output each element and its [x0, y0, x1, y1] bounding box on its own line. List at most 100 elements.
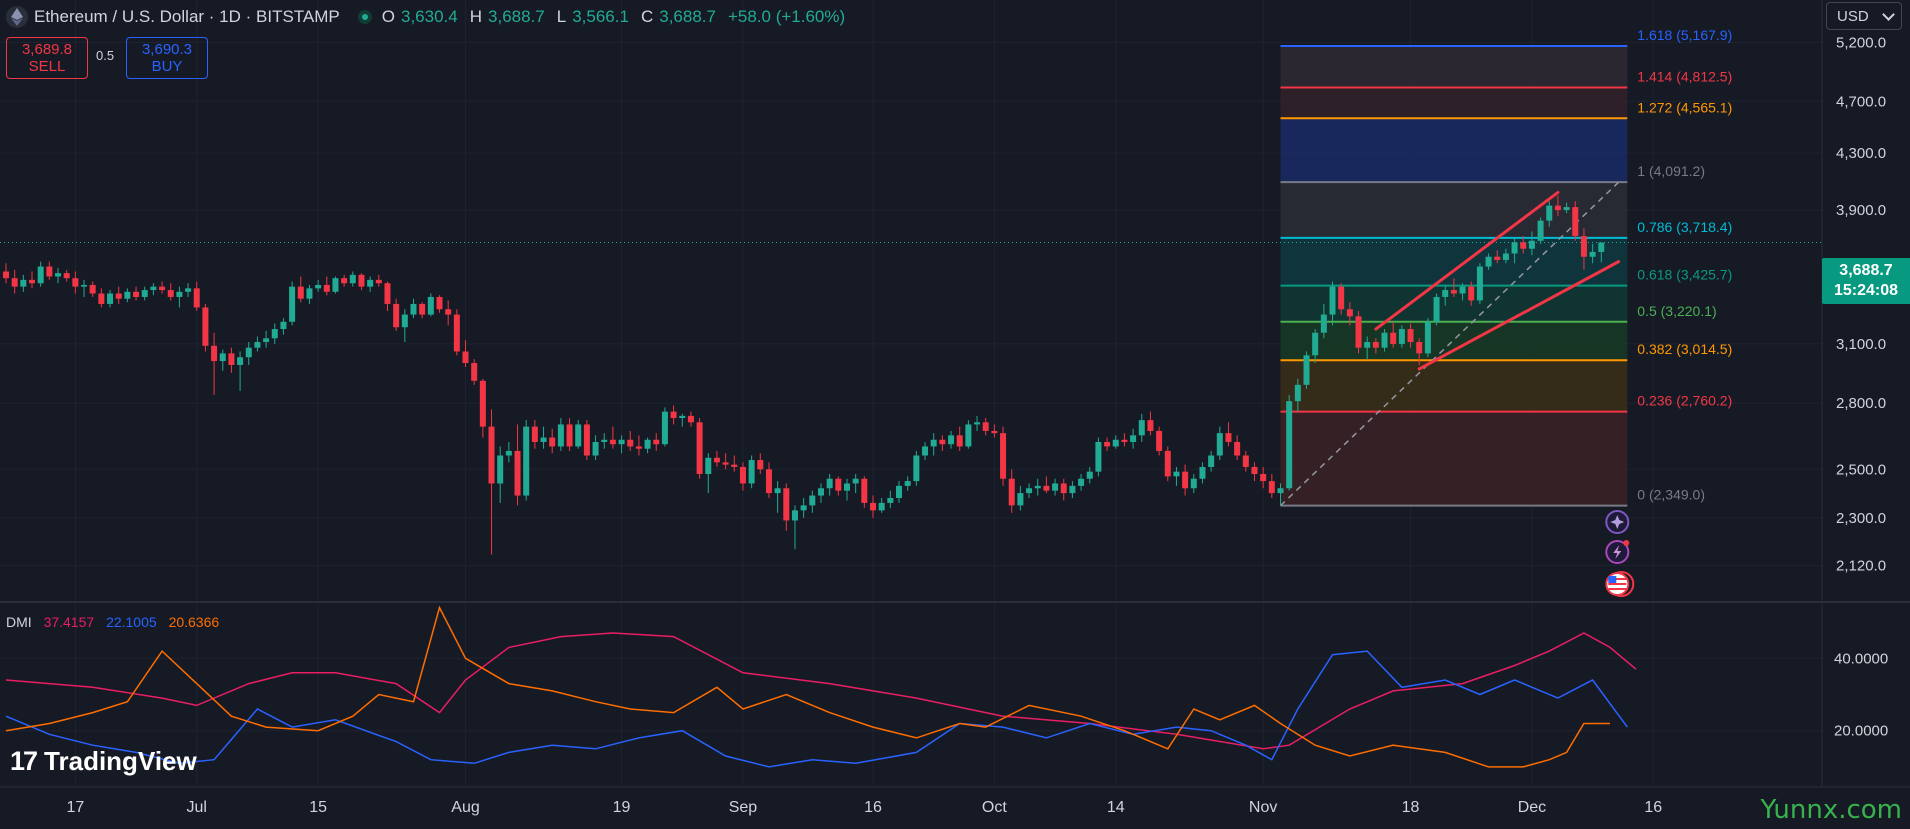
candle-body: [29, 279, 36, 284]
candle-body: [37, 266, 44, 284]
price-axis-label: 2,500.0: [1836, 461, 1886, 478]
fib-level-label: 0 (2,349.0): [1637, 487, 1705, 503]
sell-label: SELL: [28, 58, 66, 75]
close-value: 3,688.7: [659, 7, 716, 26]
candle-body: [722, 462, 729, 465]
time-axis-label: Nov: [1249, 799, 1277, 816]
candle-body: [471, 363, 478, 381]
fib-retracement: 1.618 (5,167.9) 1.414 (4,812.5) 1.272 (4,5…: [1280, 27, 1732, 507]
symbol-title[interactable]: Ethereum / U.S. Dollar · 1D · BITSTAMP: [34, 7, 340, 26]
candle-body: [375, 279, 382, 284]
candle-body: [913, 455, 920, 482]
candle-body: [159, 286, 166, 291]
candle-body: [1294, 384, 1301, 402]
fib-level-label: 0.382 (3,014.5): [1637, 341, 1732, 357]
symbol-legend: Ethereum / U.S. Dollar · 1D · BITSTAMP O…: [6, 4, 851, 30]
tradingview-logo[interactable]: 17 TradingView: [10, 746, 197, 777]
candle-body: [843, 483, 850, 491]
dmi-series-adx: [5, 632, 1637, 750]
candle-body: [1190, 478, 1197, 489]
candle-body: [11, 278, 18, 287]
fib-level-label: 1.618 (5,167.9): [1637, 27, 1732, 43]
price-axis-label: 2,120.0: [1836, 557, 1886, 574]
candle-body: [956, 435, 963, 447]
candle-body: [523, 426, 530, 496]
candle-body: [488, 426, 495, 484]
bar-countdown: 15:24:08: [1833, 282, 1899, 299]
sell-button[interactable]: 3,689.8 SELL: [6, 37, 88, 79]
candle-body: [1078, 478, 1085, 486]
candles: [3, 195, 1605, 555]
candle-body: [1268, 481, 1275, 494]
candle-body: [748, 460, 755, 484]
candle-body: [809, 495, 816, 506]
time-axis-label: 17: [66, 799, 84, 816]
dmi-axis-label: 20.0000: [1834, 723, 1888, 740]
candle-body: [323, 284, 330, 292]
candle-body: [133, 291, 140, 297]
candle-body: [739, 466, 746, 484]
candle-body: [1511, 242, 1518, 254]
buy-label: BUY: [151, 58, 183, 75]
candle-body: [315, 284, 322, 289]
candle-body: [713, 457, 720, 463]
candle-body: [55, 273, 62, 277]
candle-body: [1329, 286, 1336, 315]
candle-body: [783, 488, 790, 521]
candle-body: [1381, 332, 1388, 348]
candle-body: [1537, 220, 1544, 241]
channel-upper-line: [1374, 190, 1560, 331]
currency-select[interactable]: USD: [1826, 2, 1902, 30]
candle-body: [653, 439, 660, 445]
currency-label: USD: [1837, 7, 1869, 25]
candle-body: [635, 446, 642, 449]
candle-body: [566, 424, 573, 447]
candle-body: [549, 437, 556, 447]
candle-body: [1225, 433, 1232, 442]
candle-body: [1580, 236, 1587, 257]
candle-body: [427, 296, 434, 315]
buy-button[interactable]: 3,690.3 BUY: [126, 37, 208, 79]
dmi-axis-label: 40.0000: [1834, 650, 1888, 667]
candle-body: [705, 457, 712, 474]
fib-trend-line: [1279, 181, 1620, 507]
candle-body: [63, 273, 70, 279]
close-label: C: [640, 7, 654, 26]
candle-body: [1589, 251, 1596, 257]
open-label: O: [381, 7, 395, 26]
candle-body: [1572, 207, 1579, 237]
candle-body: [1390, 332, 1397, 344]
price-axis-label: 3,900.0: [1836, 202, 1886, 219]
grid-lines: [0, 0, 1822, 785]
candle-body: [1398, 329, 1405, 344]
candle-body: [193, 288, 200, 308]
candle-body: [1052, 483, 1059, 491]
candle-body: [904, 481, 911, 486]
candle-body: [185, 288, 192, 292]
candle-body: [540, 437, 547, 442]
candle-body: [826, 478, 833, 489]
fib-level-label: 0.786 (3,718.4): [1637, 219, 1732, 235]
candle-body: [167, 290, 174, 297]
fib-zone: [1280, 360, 1628, 412]
candle-body: [1546, 205, 1553, 221]
candle-body: [384, 283, 391, 304]
candle-body: [948, 435, 955, 445]
fib-zone: [1280, 237, 1628, 286]
candle-body: [341, 278, 348, 284]
candle-body: [436, 296, 443, 310]
price-axis-label: 2,800.0: [1836, 395, 1886, 412]
candle-body: [98, 293, 105, 304]
candle-body: [1199, 466, 1206, 479]
candle-body: [965, 424, 972, 447]
candle-body: [1034, 485, 1041, 489]
time-axis-label: Oct: [982, 799, 1007, 816]
time-axis-label: 19: [613, 799, 631, 816]
candle-body: [271, 329, 278, 339]
time-axis-label: 15: [309, 799, 327, 816]
time-axis-label: Jul: [187, 799, 207, 816]
dmi-legend[interactable]: DMI 37.4157 22.1005 20.6366: [6, 614, 227, 630]
candle-body: [3, 271, 9, 279]
candle-body: [124, 291, 131, 299]
